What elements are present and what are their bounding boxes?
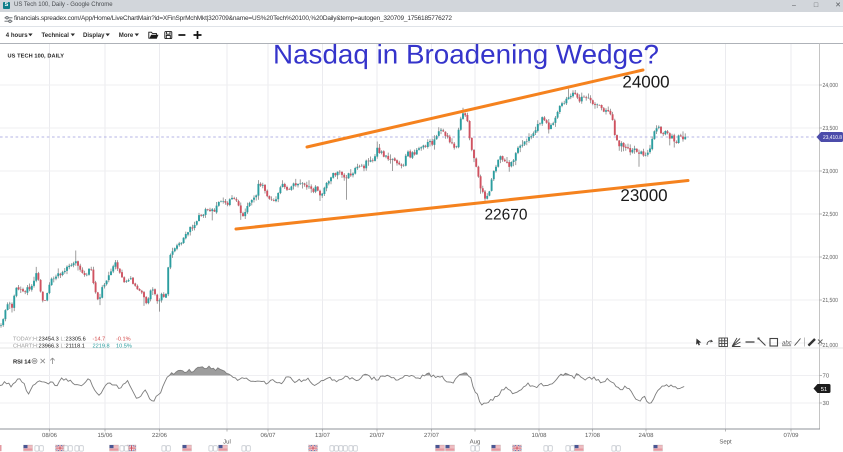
svg-text:13/07: 13/07 [315,432,331,439]
svg-text:TODAY:: TODAY: [13,336,33,342]
svg-text:23966.3: 23966.3 [39,344,59,350]
svg-text:30: 30 [823,400,830,407]
svg-text:24/08: 24/08 [638,432,654,439]
svg-text:22,500: 22,500 [823,211,839,218]
svg-text:Jul: Jul [223,439,231,446]
svg-text:More: More [119,33,134,39]
svg-text:CHART:: CHART: [13,344,34,350]
svg-text:L:: L: [61,336,66,342]
svg-text:10/08: 10/08 [531,432,547,439]
svg-text:21,500: 21,500 [823,297,839,304]
svg-text:08/06: 08/06 [42,432,58,439]
svg-text:Technical: Technical [42,33,70,39]
svg-text:10.5%: 10.5% [116,344,132,350]
svg-text:24,000: 24,000 [823,82,839,89]
svg-text:23,000: 23,000 [823,168,839,175]
svg-text:22/06: 22/06 [152,432,168,439]
svg-text:22,000: 22,000 [823,254,839,261]
svg-text:US TECH 100, DAILY: US TECH 100, DAILY [8,54,65,60]
svg-text:15/06: 15/06 [97,432,113,439]
svg-text:21,000: 21,000 [823,342,839,349]
svg-text:23,500: 23,500 [823,125,839,132]
svg-text:-0.1%: -0.1% [116,336,131,342]
svg-text:23000: 23000 [620,186,667,205]
svg-text:20/07: 20/07 [369,432,385,439]
svg-text:H:: H: [33,344,39,350]
svg-text:27/07: 27/07 [424,432,440,439]
svg-text:H:: H: [33,336,39,342]
svg-text:17/08: 17/08 [585,432,601,439]
svg-text:51: 51 [821,387,827,393]
svg-text:70: 70 [823,373,830,380]
svg-text:23305.6: 23305.6 [66,336,86,342]
svg-text:23,410.8: 23,410.8 [823,135,842,141]
svg-text:Nasdaq in Broadening Wedge?: Nasdaq in Broadening Wedge? [273,40,659,70]
svg-text:2219.8: 2219.8 [93,344,110,350]
svg-text:22670: 22670 [484,207,527,224]
svg-text:L:: L: [61,344,66,350]
svg-text:24000: 24000 [622,73,669,92]
svg-text:Aug: Aug [470,439,481,446]
svg-text:21118.1: 21118.1 [66,344,85,350]
svg-text:-14.7: -14.7 [93,336,106,342]
svg-text:RSI 14: RSI 14 [13,358,31,365]
svg-text:Sept: Sept [719,439,732,446]
svg-text:07/09: 07/09 [783,432,799,439]
svg-text:06/07: 06/07 [260,432,276,439]
svg-text:abc: abc [782,340,792,347]
svg-text:23454.3: 23454.3 [39,336,59,342]
svg-text:Display: Display [83,33,105,39]
svg-text:4 hours: 4 hours [6,33,28,39]
